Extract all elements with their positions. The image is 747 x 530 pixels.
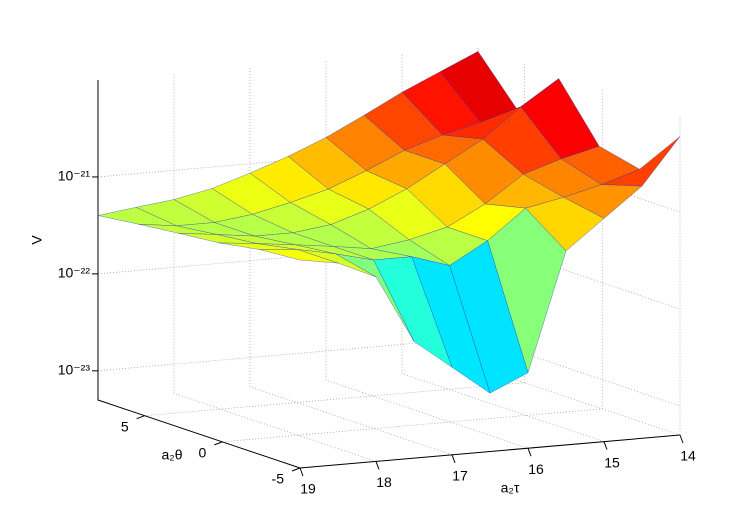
x-tick	[375, 461, 380, 470]
x-tick-label: 14	[680, 448, 696, 464]
surface-patch	[259, 249, 339, 264]
z-tick-label: 10⁻²¹	[58, 168, 91, 184]
x-tick-label: 17	[452, 468, 468, 484]
y-axis-label: a₂θ	[161, 447, 182, 463]
x-tick-label: 19	[300, 481, 316, 497]
x-tick	[451, 454, 456, 463]
x-tick-label: 16	[528, 461, 544, 477]
y-tick-label: 5	[121, 418, 129, 434]
z-axis-label: V	[29, 235, 45, 245]
y-tick	[136, 415, 145, 420]
z-tick-label: 10⁻²²	[58, 265, 91, 281]
y-tick-label: -5	[272, 471, 285, 487]
x-tick	[299, 467, 304, 477]
y-tick	[214, 441, 223, 446]
x-axis-label: a₂τ	[501, 480, 520, 496]
z-tick-label: 10⁻²³	[58, 362, 91, 378]
x-tick	[679, 434, 684, 444]
grid-line	[173, 73, 377, 462]
x-tick-label: 18	[376, 474, 392, 490]
x-tick	[527, 448, 532, 457]
y-tick-label: 0	[199, 445, 207, 461]
x-tick	[603, 441, 608, 450]
x-tick-label: 15	[604, 454, 620, 470]
y-tick	[291, 467, 301, 472]
axis-line	[97, 80, 681, 469]
